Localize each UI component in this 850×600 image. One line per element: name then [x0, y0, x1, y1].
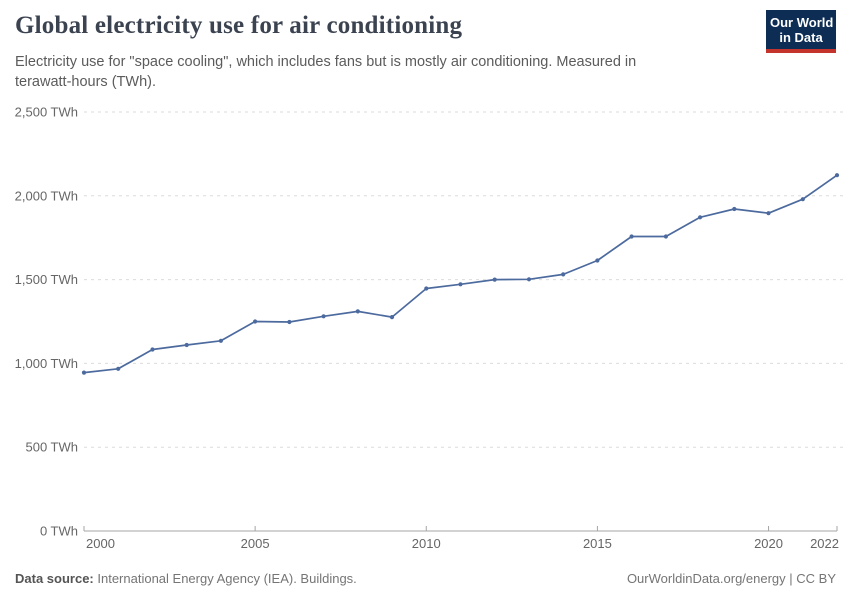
data-point: [116, 366, 121, 371]
x-tick-label: 2000: [86, 536, 115, 551]
y-tick-label: 1,500 TWh: [15, 272, 78, 287]
data-point: [458, 282, 463, 287]
owid-link[interactable]: OurWorldinData.org/energy | CC BY: [626, 571, 836, 586]
owid-logo-line2: in Data: [779, 30, 823, 45]
data-point: [698, 215, 703, 220]
x-tick-label: 2020: [754, 536, 783, 551]
owid-logo-line1: Our World: [770, 15, 834, 30]
data-point: [766, 211, 771, 216]
y-tick-label: 2,000 TWh: [15, 188, 78, 203]
data-point: [800, 197, 805, 202]
owid-logo[interactable]: Our World in Data: [766, 10, 836, 53]
y-tick-label: 2,500 TWh: [15, 105, 78, 120]
data-source: Data source: International Energy Agency…: [15, 571, 357, 586]
chart-subtitle: Electricity use for "space cooling", whi…: [15, 54, 637, 90]
data-point: [287, 319, 292, 325]
y-tick-label: 1,000 TWh: [15, 356, 78, 371]
data-point: [184, 342, 189, 348]
data-point: [629, 234, 634, 239]
data-point: [355, 309, 360, 314]
x-tick-label: 2015: [583, 536, 612, 551]
chart-title: Global electricity use for air condition…: [15, 12, 463, 39]
data-point: [81, 370, 87, 375]
chart-footer: Data source: International Energy Agency…: [15, 571, 836, 586]
data-point: [424, 286, 429, 291]
data-source-text: International Energy Agency (IEA). Build…: [93, 571, 357, 586]
data-point: [595, 258, 600, 263]
data-point: [492, 277, 497, 282]
data-point: [663, 234, 669, 239]
data-point: [732, 206, 737, 212]
data-point: [253, 319, 258, 324]
data-point: [218, 338, 223, 343]
data-source-label: Data source:: [15, 571, 94, 586]
x-tick-label: 2005: [241, 536, 270, 551]
x-tick-label: 2022: [810, 536, 839, 551]
y-tick-label: 500 TWh: [25, 440, 78, 455]
data-point: [150, 347, 155, 352]
data-point: [389, 315, 395, 320]
data-point: [526, 277, 532, 282]
data-point: [834, 173, 840, 178]
data-point: [561, 272, 566, 277]
x-tick-label: 2010: [412, 536, 441, 551]
data-line: [83, 174, 838, 374]
data-point: [321, 314, 326, 319]
y-tick-label: 0 TWh: [40, 524, 78, 539]
